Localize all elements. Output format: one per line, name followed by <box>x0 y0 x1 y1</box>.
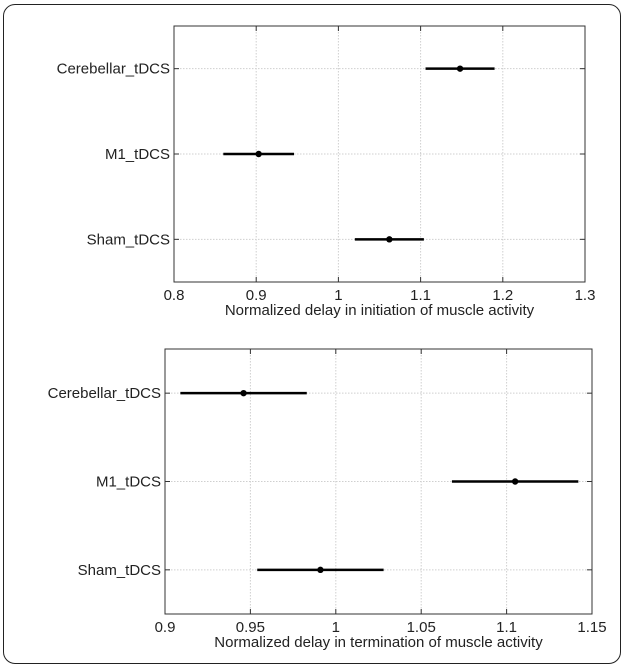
chart-termination: 0.9 0.95 1 1.05 1.1 1.15 Cerebellar_tDCS M1_tDC… <box>48 348 607 650</box>
initiation-xtick-label: 1 <box>334 287 342 304</box>
initiation-category-label: Sham_tDCS <box>87 231 170 248</box>
termination-xtick-label: 0.95 <box>236 619 265 636</box>
termination-mean-point <box>317 566 324 574</box>
termination-xtick-label: 1 <box>332 619 340 636</box>
initiation-mean-point <box>255 150 262 158</box>
termination-category-label: Sham_tDCS <box>78 562 161 579</box>
initiation-xlabel: Normalized delay in initiation of muscle… <box>225 302 535 319</box>
termination-xtick-label: 1.05 <box>407 619 436 636</box>
termination-xtick-label: 0.9 <box>155 619 176 636</box>
termination-xtick-label: 1.15 <box>577 619 606 636</box>
initiation-xtick-label: 0.8 <box>164 287 185 304</box>
termination-xtick-label: 1.1 <box>496 619 517 636</box>
initiation-xtick-label: 1.3 <box>575 287 596 304</box>
initiation-xtick-label: 1.1 <box>410 287 431 304</box>
initiation-mean-point <box>456 65 464 72</box>
initiation-mean-point <box>386 236 393 243</box>
initiation-category-label: Cerebellar_tDCS <box>57 61 170 78</box>
termination-mean-point <box>240 389 247 397</box>
initiation-xtick-label: 0.9 <box>246 287 267 304</box>
termination-category-label: Cerebellar_tDCS <box>48 385 161 402</box>
initiation-xtick-label: 1.2 <box>492 287 513 304</box>
chart-initiation: 0.8 0.9 1 1.1 1.2 1.3 Cerebellar_tDCS M1_tDCS Sh… <box>57 25 596 319</box>
termination-category-label: M1_tDCS <box>96 474 161 491</box>
termination-mean-point <box>511 478 519 485</box>
initiation-category-label: M1_tDCS <box>105 146 170 163</box>
termination-xlabel: Normalized delay in termination of muscl… <box>214 634 543 650</box>
